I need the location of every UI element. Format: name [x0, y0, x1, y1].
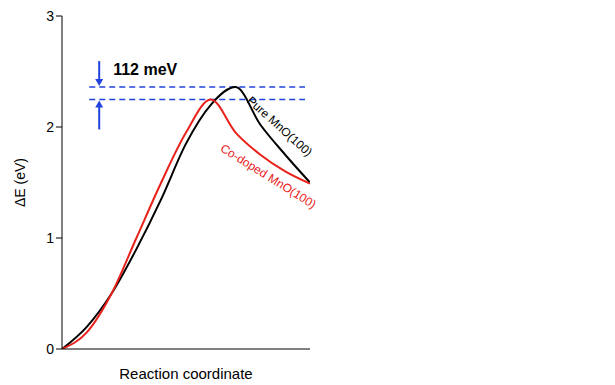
svg-text:112 meV: 112 meV — [113, 61, 177, 78]
svg-text:3: 3 — [46, 8, 54, 24]
svg-text:Reaction coordinate: Reaction coordinate — [119, 365, 252, 382]
svg-text:ΔE (eV): ΔE (eV) — [12, 158, 28, 207]
svg-text:Co-doped MnO(100): Co-doped MnO(100) — [218, 141, 319, 211]
svg-text:Pure MnO(100): Pure MnO(100) — [244, 94, 315, 160]
svg-text:2: 2 — [46, 119, 54, 135]
svg-text:0: 0 — [46, 341, 54, 357]
svg-text:1: 1 — [46, 230, 54, 246]
